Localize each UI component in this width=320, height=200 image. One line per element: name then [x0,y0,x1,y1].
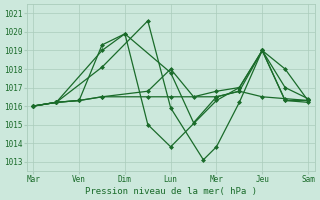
X-axis label: Pression niveau de la mer( hPa ): Pression niveau de la mer( hPa ) [85,187,257,196]
